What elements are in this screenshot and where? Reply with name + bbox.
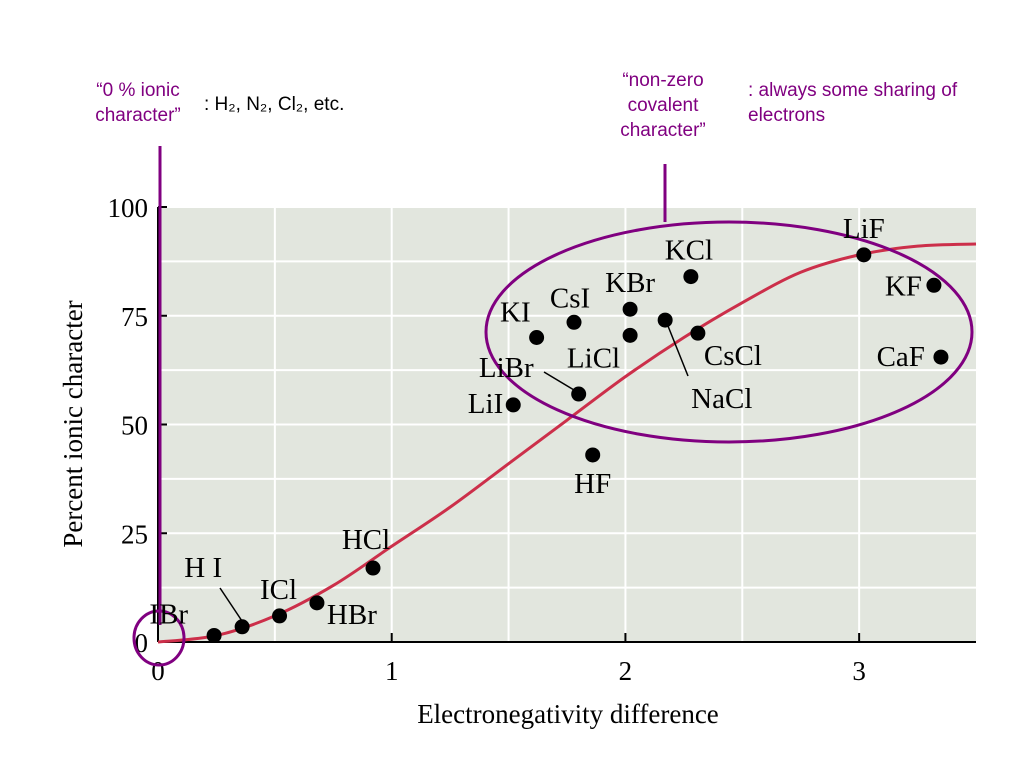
data-label-libr: LiBr	[479, 352, 534, 384]
y-tick-label: 100	[108, 193, 149, 223]
y-tick-label: 75	[121, 302, 148, 332]
data-point-hf	[585, 447, 601, 463]
zero-ionic-examples: : H₂, N₂, Cl₂, etc.	[204, 92, 344, 117]
data-point-nacl	[657, 312, 673, 328]
data-label-lii: LiI	[468, 388, 503, 420]
tick-labels: 0 1 2 3 0 25 50 75 100	[108, 193, 866, 686]
data-label-hi: H I	[184, 552, 222, 584]
x-tick-label: 1	[385, 656, 399, 686]
always-sharing-text: : always some sharing of electrons	[748, 80, 958, 126]
zero-ionic-note: “0 % ionic character”	[76, 78, 200, 128]
data-label-hbr: HBr	[327, 599, 377, 631]
data-label-hf: HF	[574, 468, 611, 500]
zero-ionic-examples-text: : H₂, N₂, Cl₂, etc.	[204, 94, 345, 115]
x-tick-label: 2	[619, 656, 633, 686]
data-label-ki: KI	[500, 297, 531, 329]
data-label-caf: CaF	[877, 341, 925, 373]
hi-leader-line	[219, 587, 243, 622]
data-point-cscl	[690, 325, 706, 341]
y-tick-label: 0	[135, 628, 149, 658]
data-point-ki	[529, 330, 545, 345]
data-point-kf	[926, 277, 942, 293]
data-label-licl: LiCl	[567, 342, 620, 374]
nonzero-covalent-text: “non-zero covalent character”	[620, 70, 706, 141]
data-point-licl	[622, 327, 638, 343]
data-label-ibr: IBr	[149, 598, 188, 630]
data-point-hbr	[309, 595, 325, 611]
point-labels: IBr H I ICl HBr HCl LiI KI CsI LiBr HF KBr LiCl NaCl…	[149, 213, 925, 631]
nonzero-covalent-note: “non-zero covalent character”	[598, 68, 728, 143]
data-point-kcl	[683, 269, 699, 285]
data-point-ibr	[206, 627, 222, 643]
origin-highlight-ellipse	[132, 609, 186, 667]
nacl-leader-line	[667, 325, 689, 377]
always-sharing-note: : always some sharing of electrons	[748, 78, 980, 128]
data-label-kf: KF	[885, 270, 922, 302]
data-label-kbr: KBr	[605, 267, 655, 299]
data-point-kbr	[622, 301, 638, 317]
data-label-csi: CsI	[550, 282, 590, 314]
data-point-lii	[505, 397, 521, 413]
data-label-lif: LiF	[843, 213, 885, 245]
data-label-kcl: KCl	[665, 235, 713, 267]
data-point-hcl	[365, 560, 381, 576]
data-label-icl: ICl	[260, 574, 297, 606]
data-point-csi	[566, 314, 582, 330]
libr-leader-line	[543, 371, 575, 391]
data-label-nacl: NaCl	[691, 383, 752, 415]
data-point-caf	[933, 349, 949, 365]
data-label-cscl: CsCl	[704, 340, 762, 372]
y-axis-title: Percent ionic character	[58, 300, 88, 547]
data-point-lif	[856, 247, 872, 263]
ionic-compounds-ellipse	[484, 220, 974, 444]
data-point-libr	[571, 386, 587, 402]
data-point-hi	[234, 619, 250, 635]
x-tick-label: 3	[852, 656, 866, 686]
y-tick-label: 50	[121, 411, 148, 441]
data-points	[206, 247, 949, 643]
zero-ionic-text: “0 % ionic character”	[95, 80, 181, 126]
x-tick-label: 0	[151, 656, 165, 686]
y-tick-label: 25	[121, 519, 148, 549]
data-label-hcl: HCl	[342, 524, 390, 556]
x-axis-title: Electronegativity difference	[417, 699, 719, 729]
data-point-icl	[272, 608, 288, 624]
trend-curve	[157, 242, 977, 644]
